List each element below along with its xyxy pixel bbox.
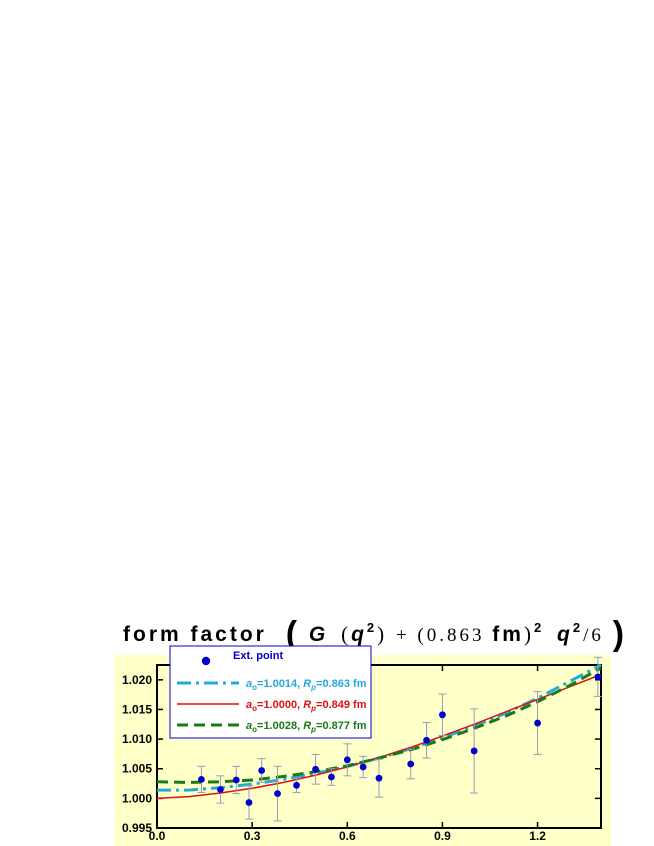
title-fm-sup: 2 — [534, 620, 544, 635]
title-close-fm: ) — [524, 622, 534, 646]
data-point — [258, 767, 266, 774]
title-q2-sup: 2 — [573, 620, 583, 635]
legend-series: ao=1.0014, Rp=0.863 fm ao=1.0000, Rp=0.84… — [177, 678, 367, 734]
legend-marker-ext-point — [201, 656, 211, 666]
legend-label-2: ao=1.0000, Rp=0.849 fm — [246, 699, 367, 713]
chart-title: form factor ( G (q2) + (0.863 fm)2 q2/6 … — [123, 614, 627, 653]
title-q2: q — [557, 623, 573, 646]
data-point — [245, 799, 253, 806]
title-open-paren: ( — [286, 615, 300, 653]
data-point — [439, 711, 446, 719]
data-point — [232, 776, 240, 784]
y-tick-label: 1.005 — [122, 762, 152, 776]
svg-text:form factor ( G: form factor ( G (q2) + (0.863 fm)2 q2/6 … — [123, 614, 627, 653]
title-div: /6 — [583, 625, 604, 646]
title-prefix: form factor — [123, 623, 267, 646]
y-tick-label: 0.995 — [122, 821, 152, 835]
data-point — [312, 765, 319, 773]
title-paren-q: ( — [341, 622, 351, 646]
legend-label-ext-point: Ext. point — [233, 650, 283, 662]
data-point — [293, 781, 300, 789]
data-point — [534, 719, 541, 727]
y-tick-label: 1.000 — [122, 791, 152, 805]
data-point — [217, 786, 224, 793]
legend-label-3: ao=1.0028, Rp=0.877 fm — [246, 720, 367, 734]
title-q-sup: 2 — [367, 620, 377, 635]
x-tick-label: 0.6 — [339, 829, 356, 843]
x-tick-label: 0.0 — [149, 829, 166, 843]
fit-curve-3 — [156, 666, 602, 784]
plot-area: 0.995 1.000 1.005 1.010 1.015 1.020 0.0 0.3 0.6 0… — [122, 656, 602, 843]
title-plus: + (0.863 — [396, 625, 492, 646]
data-point — [407, 760, 415, 768]
y-tick-label: 1.015 — [122, 702, 152, 716]
y-tick-label: 1.020 — [122, 673, 152, 687]
title-close-paren: ) — [613, 615, 627, 653]
title-q: q — [351, 623, 367, 646]
legend-label-1: ao=1.0014, Rp=0.863 fm — [246, 678, 367, 692]
title-g: G — [309, 623, 328, 646]
data-point — [328, 773, 335, 781]
legend: Ext. point ao=1.0014, Rp=0.863 fmao=1.00… — [169, 645, 372, 739]
data-point — [359, 763, 367, 771]
title-close-q: ) — [377, 622, 387, 646]
plot-frame — [156, 664, 602, 829]
title-fm: fm — [492, 623, 524, 646]
data-point — [274, 790, 281, 798]
x-tick-label: 0.9 — [434, 829, 451, 843]
data-point — [198, 775, 205, 783]
x-tick-label: 0.3 — [244, 829, 261, 843]
data-point — [470, 747, 478, 755]
data-point — [375, 774, 383, 782]
data-point — [343, 756, 351, 764]
x-tick-label: 1.2 — [529, 829, 546, 843]
y-tick-label: 1.010 — [122, 732, 152, 746]
data-point — [423, 736, 430, 744]
data-point — [594, 673, 602, 681]
